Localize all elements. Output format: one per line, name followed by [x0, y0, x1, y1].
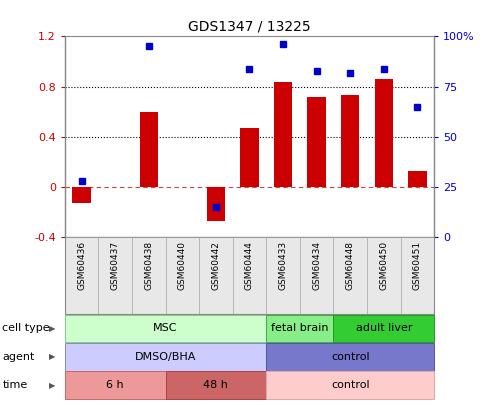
Bar [140, 112, 158, 187]
Bar [375, 79, 393, 187]
Bar [240, 128, 258, 187]
Text: ▶: ▶ [49, 381, 56, 390]
Text: time: time [2, 380, 28, 390]
Bar [367, 237, 401, 314]
Bar [166, 237, 199, 314]
Text: GSM60433: GSM60433 [278, 241, 287, 290]
Text: MSC: MSC [153, 324, 178, 333]
Text: agent: agent [2, 352, 35, 362]
Bar [307, 96, 326, 187]
Bar [401, 237, 434, 314]
Bar [98, 237, 132, 314]
Bar [266, 237, 300, 314]
Text: GSM60450: GSM60450 [379, 241, 388, 290]
Text: adult liver: adult liver [355, 324, 412, 333]
Text: GSM60444: GSM60444 [245, 241, 254, 290]
Bar [300, 237, 333, 314]
Text: fetal brain: fetal brain [271, 324, 329, 333]
Text: GSM60451: GSM60451 [413, 241, 422, 290]
Text: GSM60442: GSM60442 [212, 241, 221, 290]
Bar [341, 95, 359, 187]
Text: ▶: ▶ [49, 352, 56, 361]
Bar [72, 187, 91, 203]
Bar [207, 187, 225, 221]
Bar [333, 237, 367, 314]
Title: GDS1347 / 13225: GDS1347 / 13225 [188, 20, 311, 34]
Text: GSM60438: GSM60438 [144, 241, 153, 290]
Bar [408, 171, 427, 187]
Text: GSM60448: GSM60448 [346, 241, 355, 290]
Text: cell type: cell type [2, 324, 50, 333]
Bar [233, 237, 266, 314]
Bar [274, 81, 292, 187]
Text: 6 h: 6 h [106, 380, 124, 390]
Bar [65, 237, 98, 314]
Text: control: control [331, 352, 370, 362]
Text: ▶: ▶ [49, 324, 56, 333]
Text: GSM60436: GSM60436 [77, 241, 86, 290]
Text: GSM60440: GSM60440 [178, 241, 187, 290]
Text: 48 h: 48 h [204, 380, 229, 390]
Text: control: control [331, 380, 370, 390]
Bar [199, 237, 233, 314]
Text: GSM60437: GSM60437 [111, 241, 120, 290]
Text: DMSO/BHA: DMSO/BHA [135, 352, 196, 362]
Text: GSM60434: GSM60434 [312, 241, 321, 290]
Bar [132, 237, 166, 314]
